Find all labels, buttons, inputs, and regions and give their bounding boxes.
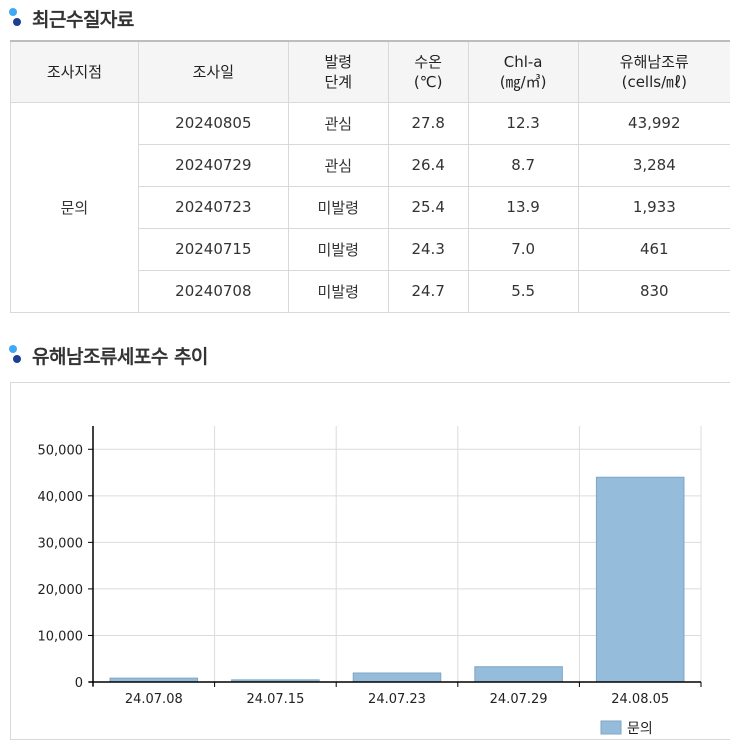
- chart-svg: 0 10,000 20,000 30,000 40,000 50,000 24.07.08 2…: [38, 426, 702, 737]
- legend-label: 문의: [627, 721, 653, 737]
- chla-cell: 7.0: [467, 227, 579, 271]
- y-tick-label: 30,000: [38, 536, 84, 551]
- legend-swatch: [600, 720, 622, 735]
- cyano-cell: 1,933: [577, 185, 730, 229]
- x-tick-label: 24.07.29: [490, 692, 548, 707]
- bullet-dots-icon: [8, 344, 22, 366]
- header-chla-line1: Chl-a: [503, 52, 543, 71]
- x-tick-label: 24.07.15: [246, 692, 304, 707]
- alert-cell: 관심: [287, 101, 389, 145]
- bar: [352, 672, 442, 683]
- chla-cell: 8.7: [467, 143, 579, 187]
- chla-cell: 5.5: [467, 269, 579, 313]
- header-date-label: 조사일: [192, 62, 235, 81]
- temp-cell: 25.4: [387, 185, 469, 229]
- header-site-label: 조사지점: [46, 62, 103, 81]
- temp-cell: 27.8: [387, 101, 469, 145]
- header-site: 조사지점: [10, 40, 139, 103]
- y-tick-label: 10,000: [38, 629, 84, 644]
- y-tick-label: 20,000: [38, 583, 84, 598]
- x-tick-label: 24.08.05: [611, 692, 669, 707]
- table-row: 문의 20240805 관심 27.8 12.3 43,992: [10, 101, 730, 313]
- bullet-dots-icon: [8, 7, 22, 29]
- header-date: 조사일: [137, 40, 289, 103]
- y-tick-label: 50,000: [38, 443, 84, 458]
- date-cell: 20240805: [137, 101, 289, 145]
- x-tick-label: 24.07.08: [125, 692, 183, 707]
- y-tick-label: 40,000: [38, 490, 84, 505]
- temp-cell: 26.4: [387, 143, 469, 187]
- header-chl-a: Chl-a (㎎/㎥): [467, 40, 579, 103]
- header-water-temp: 수온 (℃): [387, 40, 469, 103]
- header-chla-line2: (㎎/㎥): [499, 72, 547, 91]
- date-cell: 20240708: [137, 269, 289, 313]
- alert-cell: 미발령: [287, 269, 389, 313]
- table-row: 20240723 미발령 25.4 13.9 1,933: [11, 185, 730, 229]
- temp-cell: 24.3: [387, 227, 469, 271]
- cyano-cell: 3,284: [577, 143, 730, 187]
- alert-cell: 관심: [287, 143, 389, 187]
- table-row: 20240729 관심 26.4 8.7 3,284: [11, 143, 730, 187]
- bar: [595, 476, 685, 683]
- alert-cell: 미발령: [287, 227, 389, 271]
- section-title-text: 유해남조류세포수 추이: [32, 345, 208, 368]
- table-header-row: 조사지점 조사일 발령 단계 수온 (℃) Chl-a (㎎/㎥) 유해남조류 (cel…: [10, 40, 730, 103]
- date-cell: 20240723: [137, 185, 289, 229]
- header-temp-line1: 수온: [414, 52, 442, 71]
- date-cell: 20240715: [137, 227, 289, 271]
- site-cell: 문의: [10, 101, 139, 313]
- cyano-cell: 461: [577, 227, 730, 271]
- header-alert-line1: 발령: [324, 52, 353, 71]
- date-cell: 20240729: [137, 143, 289, 187]
- header-alert-level: 발령 단계: [287, 40, 389, 103]
- y-tick-label: 0: [75, 676, 83, 691]
- cyano-cell: 43,992: [577, 101, 730, 145]
- recent-water-quality-title: 최근수질자료: [8, 6, 134, 31]
- cyanobacteria-chart: 0 10,000 20,000 30,000 40,000 50,000 24.07.08 2…: [10, 382, 730, 740]
- cyano-cell: 830: [577, 269, 730, 313]
- section-title-text: 최근수질자료: [32, 8, 134, 31]
- header-alert-line2: 단계: [324, 72, 353, 91]
- table-row: 20240708 미발령 24.7 5.5 830: [11, 269, 730, 313]
- temp-cell: 24.7: [387, 269, 469, 313]
- header-temp-line2: (℃): [413, 72, 443, 91]
- header-cyanobacteria: 유해남조류 (cells/㎖): [577, 40, 730, 103]
- bar: [474, 666, 563, 683]
- alert-cell: 미발령: [287, 185, 389, 229]
- water-quality-table: 조사지점 조사일 발령 단계 수온 (℃) Chl-a (㎎/㎥) 유해남조류 (cel…: [10, 40, 730, 313]
- header-cyano-line2: (cells/㎖): [621, 72, 687, 91]
- cyanobacteria-trend-title: 유해남조류세포수 추이: [8, 343, 208, 368]
- chla-cell: 12.3: [467, 101, 579, 145]
- header-cyano-line1: 유해남조류: [619, 52, 689, 71]
- x-tick-label: 24.07.23: [368, 692, 426, 707]
- chla-cell: 13.9: [467, 185, 579, 229]
